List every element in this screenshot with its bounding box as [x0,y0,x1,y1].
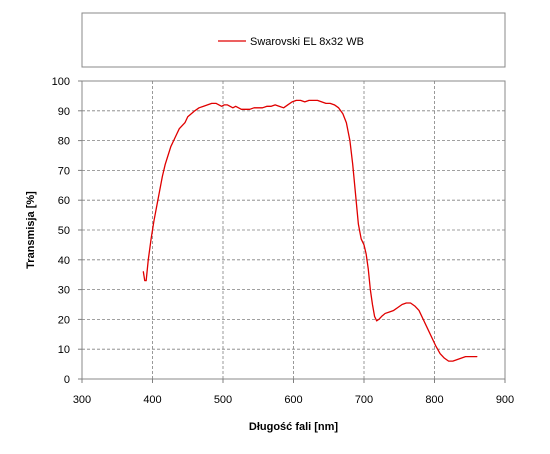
x-tick-label: 900 [496,394,514,406]
y-axis-label: Transmisja [%] [25,191,37,269]
x-tick-label: 800 [425,394,443,406]
x-tick-label: 700 [355,394,373,406]
x-tick-labels: 300 400 500 600 700 800 900 [73,394,514,406]
y-tick-label: 0 [64,374,70,386]
legend-box [81,12,506,68]
y-tick-label: 80 [58,136,70,148]
legend-label: Swarovski EL 8x32 WB [250,36,364,48]
axis-ticks [78,80,506,383]
series-group [142,99,478,362]
x-tick-label: 500 [214,394,232,406]
x-tick-label: 400 [143,394,161,406]
y-tick-label: 50 [58,225,70,237]
y-tick-label: 30 [58,285,70,297]
y-tick-label: 10 [58,344,70,356]
y-tick-label: 70 [58,165,70,177]
y-tick-label: 60 [58,195,70,207]
x-tick-label: 300 [73,394,91,406]
x-axis-label: Długość fali [nm] [249,421,339,433]
y-tick-label: 40 [58,255,70,267]
y-tick-labels: 0 10 20 30 40 50 60 70 80 90 100 [52,76,70,386]
x-tick-label: 600 [284,394,302,406]
y-tick-label: 90 [58,106,70,118]
series-line-swarovski [142,99,478,362]
y-tick-label: 20 [58,314,70,326]
y-tick-label: 100 [52,76,70,88]
